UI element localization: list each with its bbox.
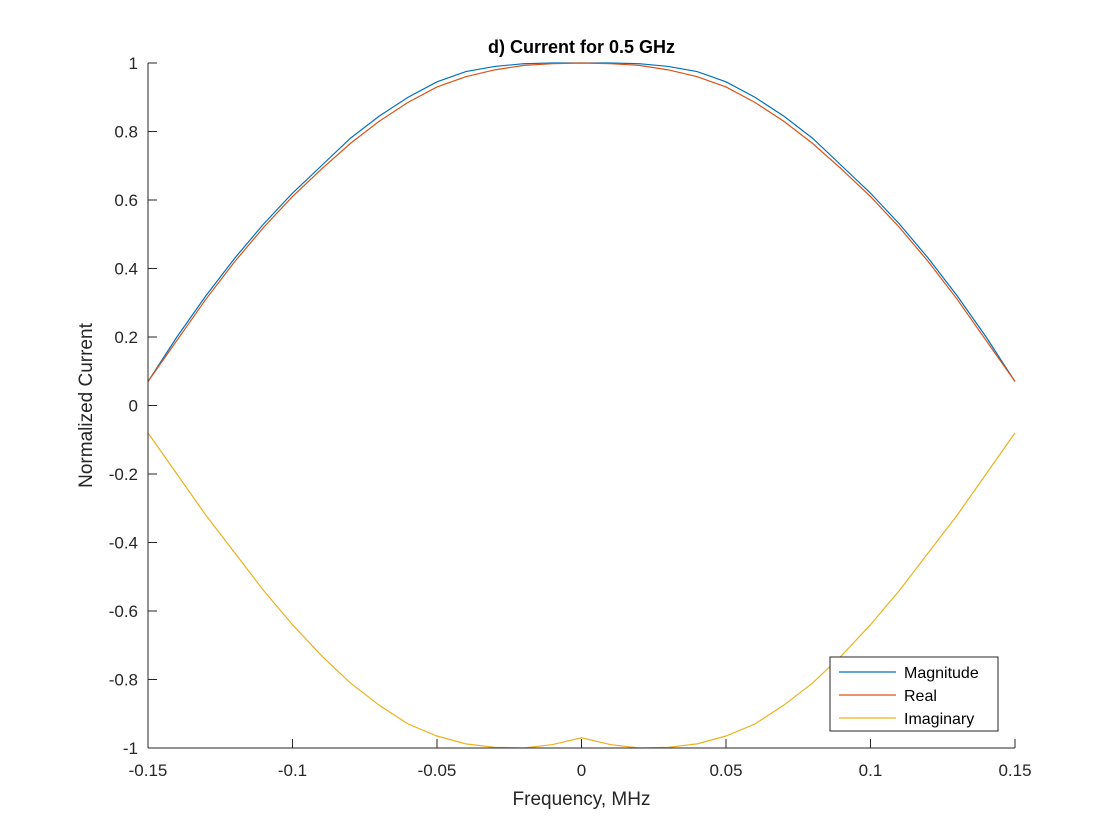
y-tick-label: -0.6 — [109, 602, 138, 621]
chart-title: d) Current for 0.5 GHz — [488, 37, 675, 57]
x-tick-label: -0.1 — [278, 761, 307, 780]
series-line-imaginary — [147, 432, 1016, 749]
y-tick-label: -0.8 — [109, 671, 138, 690]
x-tick-label: 0.15 — [998, 761, 1031, 780]
y-tick-label: 0.6 — [114, 191, 138, 210]
plot-area — [147, 62, 1016, 749]
y-tick-label: -0.2 — [109, 465, 138, 484]
y-tick-label: -1 — [123, 739, 138, 758]
y-tick-label: 1 — [129, 54, 138, 73]
x-axis-label: Frequency, MHz — [513, 789, 651, 810]
x-tick-label: 0 — [577, 761, 586, 780]
legend-label-magnitude: Magnitude — [904, 665, 979, 682]
y-tick-label: 0.4 — [114, 260, 138, 279]
axes: -0.15 -0.1 -0.05 0 0.05 0.1 0.15 1 0.8 0.6 0.4 0.2 0… — [109, 54, 1032, 780]
y-tick-label: -0.4 — [109, 534, 138, 553]
x-tick-label: -0.15 — [129, 761, 168, 780]
y-axis-label: Normalized Current — [76, 322, 97, 487]
legend: Magnitude Real Imaginary — [829, 656, 999, 732]
x-tick-label: 0.1 — [859, 761, 883, 780]
y-tick-label: 0.2 — [114, 328, 138, 347]
legend-box — [829, 656, 999, 732]
series-line-real — [147, 62, 1016, 382]
x-tick-label: -0.05 — [418, 761, 457, 780]
legend-label-imaginary: Imaginary — [904, 711, 974, 728]
y-tick-label: 0 — [129, 397, 138, 416]
legend-label-real: Real — [904, 688, 937, 705]
y-tick-label: 0.8 — [114, 123, 138, 142]
x-tick-label: 0.05 — [709, 761, 742, 780]
